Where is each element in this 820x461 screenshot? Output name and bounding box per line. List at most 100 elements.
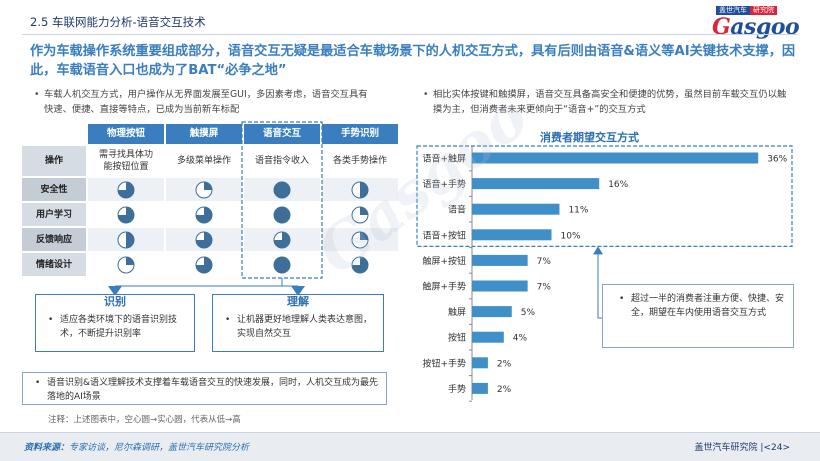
table-row-label: 用户学习 [22,203,86,226]
chart-value-label: 4% [513,334,528,344]
harvey-ball-icon [351,231,369,248]
table-cell: 各类手势操作 [322,146,398,176]
chart-bar [472,382,488,394]
table-row-label: 安全性 [22,178,86,201]
gasgoo-logo: 盖世汽车 研究院 Gasgoo [700,6,800,40]
chart-bar [472,178,600,190]
connector-line [115,278,298,287]
chart-value-label: 5% [521,308,536,318]
table-cell [322,253,398,276]
chart-category-label: 语音+按钮 [422,229,466,241]
arrow-up-icon [593,246,603,255]
chart-bar [472,331,504,343]
table-cell [166,203,242,226]
chart-value-label: 36% [767,155,787,165]
harvey-ball-icon [273,206,291,223]
table-cell [166,228,242,251]
callout-understanding-text: 让机器更好地理解人类表达意图，实现自然交互 [225,313,375,341]
bottom-summary-box: 语音识别&语义理解技术支撑着车载语音交互的快速发展，同时，人机交互成为最先落地的… [22,372,387,405]
table-cell [322,178,398,201]
chart-category-label: 手势 [448,383,466,395]
callout-recognition-text: 适应各类环境下的语音识别技术，不断提升识别率 [48,313,186,341]
chart-category-label: 触屏 [448,306,466,318]
table-row-label: 反馈响应 [22,228,86,251]
chart-value-label: 7% [537,283,552,293]
harvey-ball-icon [195,256,213,273]
bottom-summary-text: 语音识别&语义理解技术支撑着车载语音交互的快速发展，同时，人机交互成为最先落地的… [35,376,380,404]
harvey-ball-icon [351,181,369,198]
footer-bar [0,432,820,461]
page-headline: 作为车载操作系统重要组成部分，语音交互无疑是最适合车载场景下的人机交互方式，具有… [30,44,796,78]
table-cell [244,178,320,201]
table-cell [322,228,398,251]
harvey-ball-icon [273,181,291,198]
right-bullet-text: 相比实体按键和触摸屏，语音交互具备高安全和便捷的优势，虽然目前车载交互仍以触摸为… [423,87,793,117]
chart-bar [472,229,552,241]
table-cell: 语音指令收入 [244,146,320,176]
table-cell [88,203,164,226]
table-row-label: 操作 [22,146,86,176]
logo-badge-research: 研究院 [750,6,777,15]
arrow-down-icon [291,286,305,296]
table-cell [244,203,320,226]
page-number: |<24> [760,443,790,453]
table-cell [322,203,398,226]
logo-badge-auto: 盖世汽车 [716,6,750,15]
chart-bar [472,280,528,292]
chart-value-label: 2% [497,385,512,395]
callout-understanding: 理解 让机器更好地理解人类表达意图，实现自然交互 [212,294,384,352]
chart-value-label: 2% [497,359,512,369]
harvey-ball-icon [117,231,135,248]
footer-brand: 盖世汽车研究院 [694,443,758,453]
arrow-down-icon [108,286,122,296]
chart-value-label: 16% [608,180,628,190]
harvey-ball-icon [117,206,135,223]
callout-recognition-title: 识别 [104,295,126,308]
table-cell [166,178,242,201]
header-divider [22,34,798,35]
callout-recognition: 识别 适应各类环境下的语音识别技术，不断提升识别率 [35,294,195,352]
table-header-2: 语音交互 [244,124,320,144]
table-cell [244,253,320,276]
chart-annotation-box: 超过一半的消费者注重方便、快捷、安全，期望在车内使用语音交互方式 [602,284,794,348]
footer-brand-page: 盖世汽车研究院 |<24> [695,440,790,453]
table-header-0: 物理按钮 [88,124,164,144]
chart-bar [472,306,512,318]
table-cell [88,253,164,276]
chart-category-label: 语音 [448,204,466,216]
harvey-ball-icon [195,231,213,248]
chart-value-label: 11% [568,206,588,216]
harvey-ball-icon [195,206,213,223]
table-cell: 多级菜单操作 [166,146,242,176]
chart-category-label: 按钮+手势 [422,357,466,369]
chart-category-label: 按钮 [448,332,466,344]
harvey-ball-icon [195,181,213,198]
table-cell [166,253,242,276]
chart-value-label: 10% [561,231,581,241]
chart-annotation-text: 超过一半的消费者注重方便、快捷、安全，期望在车内使用语音交互方式 [619,292,785,320]
footer-source: 资料来源：专家访谈，尼尔森调研，盖世汽车研究院分析 [24,443,250,453]
left-bullet-text: 车载人机交互方式，用户操作从无界面发展至GUI，多因素考虑，语音交互具有快速、便… [34,87,374,117]
table-cell [88,178,164,201]
chart-category-label: 触屏+按钮 [422,255,466,267]
harvey-ball-icon [351,206,369,223]
legend-note: 注释：上述图表中，空心圆→实心圆，代表从低→高 [48,415,241,425]
chart-category-label: 触屏+手势 [422,281,466,293]
chart-bar [472,203,560,215]
table-header-3: 手势识别 [322,124,398,144]
section-title: 2.5 车联网能力分析-语音交互技术 [30,15,206,29]
chart-category-label: 语音+手势 [422,178,466,190]
table-cell [88,228,164,251]
table-cell: 需寻找具体功能按钮位置 [88,146,164,176]
table-header-1: 触摸屏 [166,124,242,144]
chart-bar [472,152,759,164]
table-cell [244,228,320,251]
callout-understanding-title: 理解 [287,295,309,308]
table-row-label: 情绪设计 [22,253,86,276]
chart-value-label: 7% [537,257,552,267]
chart-bar [472,254,528,266]
chart-title: 消费者期望交互方式 [540,131,639,144]
chart-category-label: 语音+触屏 [422,153,466,165]
